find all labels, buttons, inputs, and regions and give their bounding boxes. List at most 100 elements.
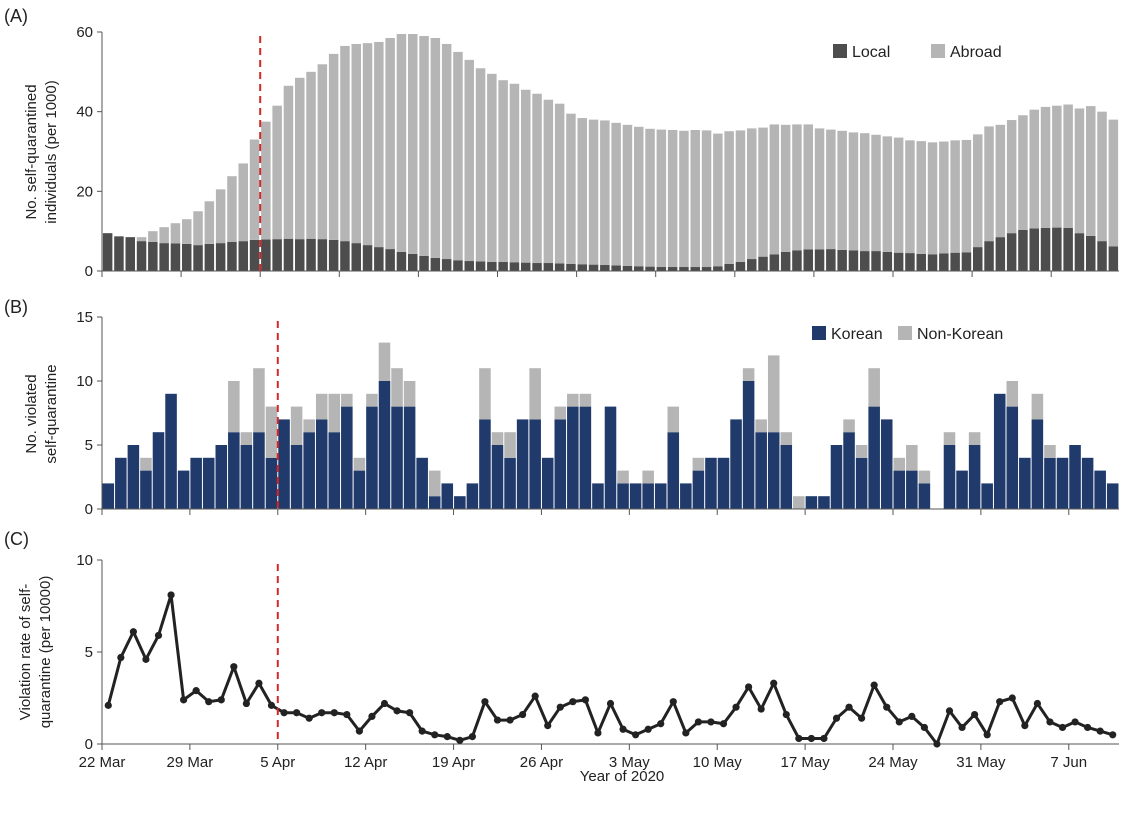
bar-korean bbox=[805, 496, 818, 509]
bar-korean bbox=[818, 496, 830, 509]
data-point bbox=[418, 727, 426, 735]
data-point bbox=[493, 716, 502, 724]
legend-swatch-non-korean bbox=[898, 326, 912, 340]
bar-local bbox=[927, 254, 938, 271]
x-date-label: 3 May bbox=[609, 754, 650, 771]
bar-abroad bbox=[1052, 105, 1062, 228]
data-point bbox=[845, 703, 853, 711]
panel-c-ylabel-line2: quarantine (per 10000) bbox=[37, 576, 54, 729]
bar-korean bbox=[742, 381, 755, 509]
x-date-label: 31 May bbox=[956, 754, 1006, 771]
bar-non-korean bbox=[554, 406, 567, 420]
legend-swatch-local bbox=[833, 44, 847, 58]
bar-local bbox=[916, 253, 926, 271]
bar-local bbox=[701, 267, 712, 271]
bar-korean bbox=[830, 445, 843, 509]
bar-non-korean bbox=[742, 368, 755, 381]
data-point bbox=[380, 699, 389, 708]
bar-local bbox=[238, 241, 248, 272]
bar-abroad bbox=[283, 85, 294, 239]
x-date-label: 12 Apr bbox=[344, 754, 387, 771]
bar-non-korean bbox=[228, 381, 240, 433]
bar-local bbox=[1018, 229, 1028, 271]
bar-non-korean bbox=[1044, 445, 1056, 458]
bar-korean bbox=[981, 483, 993, 509]
bar-abroad bbox=[148, 231, 158, 242]
bar-local bbox=[543, 263, 554, 271]
bar-korean bbox=[466, 483, 479, 509]
bar-non-korean bbox=[793, 496, 805, 509]
bar-korean bbox=[353, 470, 366, 509]
x-date-label: 26 Apr bbox=[520, 754, 563, 771]
data-point bbox=[983, 731, 991, 739]
panel-a-letter: (A) bbox=[4, 6, 28, 26]
data-point bbox=[1109, 731, 1117, 739]
data-point bbox=[682, 729, 690, 737]
bar-local bbox=[860, 251, 870, 271]
data-point bbox=[594, 729, 602, 737]
bar-local bbox=[283, 238, 294, 271]
data-point bbox=[820, 734, 828, 743]
bar-local bbox=[159, 243, 169, 271]
panel-c-chart: (C) 0 5 10 Violation rate of self- quarant… bbox=[4, 529, 1119, 753]
data-point bbox=[556, 703, 564, 711]
bar-korean bbox=[428, 496, 441, 509]
bar-korean bbox=[529, 419, 541, 509]
bar-abroad bbox=[453, 51, 463, 261]
panel-a-chart: (A) 0 20 40 60 No. self-quarantined individ… bbox=[4, 6, 1119, 280]
bar-local bbox=[182, 243, 192, 271]
bar-local bbox=[136, 241, 147, 272]
bar-abroad bbox=[351, 43, 361, 244]
y-tick-label: 40 bbox=[76, 104, 93, 121]
data-point bbox=[355, 727, 363, 735]
bar-korean bbox=[705, 457, 717, 509]
bar-non-korean bbox=[918, 470, 931, 484]
bar-local bbox=[464, 261, 474, 271]
y-tick-label: 10 bbox=[76, 373, 93, 390]
bar-korean bbox=[391, 406, 403, 509]
bar-local bbox=[249, 239, 260, 271]
bar-abroad bbox=[441, 43, 452, 260]
bar-korean bbox=[127, 445, 140, 509]
bar-korean bbox=[855, 457, 868, 509]
bar-korean bbox=[579, 406, 592, 509]
bar-non-korean bbox=[667, 406, 680, 433]
bar-korean bbox=[253, 432, 265, 509]
y-tick-label: 15 bbox=[76, 309, 93, 326]
bar-abroad bbox=[215, 189, 226, 244]
bar-local bbox=[1086, 235, 1096, 271]
bar-abroad bbox=[159, 227, 169, 244]
panel-b-bars bbox=[102, 342, 1119, 509]
bar-abroad bbox=[328, 53, 339, 240]
bar-abroad bbox=[995, 124, 1006, 238]
bar-abroad bbox=[769, 124, 780, 255]
bar-local bbox=[588, 264, 599, 271]
bar-non-korean bbox=[617, 470, 629, 484]
y-tick-label: 20 bbox=[76, 183, 93, 200]
bar-abroad bbox=[939, 141, 949, 254]
bar-korean bbox=[780, 445, 793, 509]
bar-abroad bbox=[973, 134, 983, 248]
bar-korean bbox=[592, 483, 604, 509]
violation-rate-line bbox=[106, 593, 1114, 746]
bar-korean bbox=[567, 406, 579, 509]
data-point bbox=[619, 725, 627, 733]
bar-non-korean bbox=[843, 419, 855, 433]
bar-abroad bbox=[543, 99, 554, 264]
bar-korean bbox=[680, 483, 692, 509]
bar-abroad bbox=[713, 133, 723, 267]
bar-abroad bbox=[667, 129, 678, 268]
data-point bbox=[707, 718, 715, 726]
bar-abroad bbox=[837, 130, 847, 250]
data-point bbox=[393, 707, 401, 715]
x-date-labels: 22 Mar 29 Mar 5 Apr 12 Apr 19 Apr 26 Apr 3 May… bbox=[79, 754, 1087, 771]
data-point bbox=[443, 733, 451, 741]
bar-korean bbox=[1019, 457, 1031, 509]
data-point bbox=[205, 698, 213, 706]
bar-korean bbox=[755, 432, 767, 509]
bar-korean bbox=[278, 419, 290, 509]
y-tick-label: 0 bbox=[85, 263, 93, 280]
bar-non-korean bbox=[315, 393, 328, 420]
bar-korean bbox=[1081, 457, 1094, 509]
panel-c-letter: (C) bbox=[4, 529, 29, 549]
